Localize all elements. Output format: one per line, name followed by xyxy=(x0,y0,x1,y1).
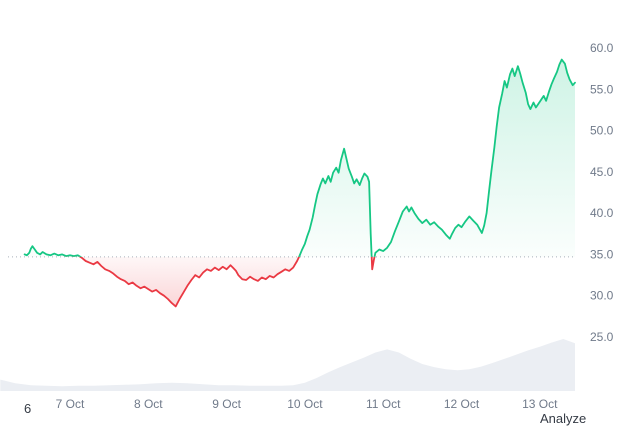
volume-area xyxy=(0,339,576,391)
y-axis-label: 35.0 xyxy=(590,247,614,261)
price-area-down xyxy=(80,256,375,307)
y-axis-label: 55.0 xyxy=(590,82,614,96)
price-line-up xyxy=(23,58,576,257)
x-axis-label: 13 Oct xyxy=(522,397,558,411)
y-axis-label: 25.0 xyxy=(590,330,614,344)
y-axis-label: 30.0 xyxy=(590,289,614,303)
price-area-up xyxy=(24,59,575,257)
x-axis-label: 11 Oct xyxy=(366,397,401,411)
x-axis-label: 12 Oct xyxy=(444,397,480,411)
x-axis-label: 9 Oct xyxy=(212,397,241,411)
bottom-left-label: 6 xyxy=(24,401,32,416)
y-axis-label: 60.0 xyxy=(590,41,614,55)
x-axis-label: 7 Oct xyxy=(56,397,85,411)
x-axis-label: 8 Oct xyxy=(134,397,163,411)
y-axis-label: 45.0 xyxy=(590,165,614,179)
y-axis-label: 40.0 xyxy=(590,206,614,220)
y-axis-label: 50.0 xyxy=(590,124,614,138)
price-line-down xyxy=(65,256,376,308)
x-axis-label: 10 Oct xyxy=(287,397,323,411)
analyze-button[interactable]: Analyze xyxy=(540,411,587,426)
